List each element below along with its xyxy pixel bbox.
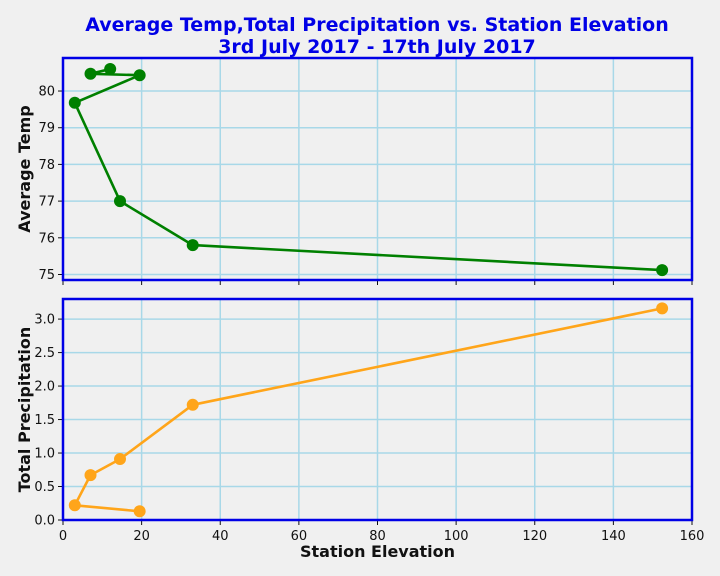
precipitation-data-point xyxy=(68,499,81,512)
temperature-data-point xyxy=(186,239,199,252)
precipitation-series-line xyxy=(73,307,663,513)
x-tick-label: 20 xyxy=(133,529,150,544)
y-tick-label: 1.0 xyxy=(34,447,55,462)
y-tick-label: 78 xyxy=(38,158,55,173)
y-tick-label: 2.5 xyxy=(34,346,55,361)
temperature-data-point xyxy=(114,195,127,208)
x-tick-label: 60 xyxy=(291,529,308,544)
y-tick-label: 79 xyxy=(38,121,55,136)
y-tick-label: 1.5 xyxy=(34,413,55,428)
axes-frame xyxy=(61,297,694,522)
y-tick-label: 76 xyxy=(38,231,55,246)
y-tick-label: 2.0 xyxy=(34,380,55,395)
x-tick-label: 160 xyxy=(680,529,705,544)
temperature-data-point xyxy=(84,67,97,80)
x-tick-label: 40 xyxy=(212,529,229,544)
x-tick-label: 0 xyxy=(59,529,67,544)
y-tick-label: 0.5 xyxy=(34,480,55,495)
temperature-data-point xyxy=(656,264,669,277)
x-tick-label: 140 xyxy=(601,529,626,544)
y-tick-label: 80 xyxy=(38,85,55,100)
x-tick-label: 120 xyxy=(522,529,547,544)
temperature-panel: 75 76 77 78 79 80 Average Temp xyxy=(15,56,694,285)
precipitation-data-point xyxy=(186,398,199,411)
precipitation-data-point xyxy=(114,453,127,466)
y-tick-label: 77 xyxy=(38,195,55,210)
precipitation-data-point xyxy=(133,505,146,518)
y-tick-label: 0.0 xyxy=(34,514,55,529)
chart-title-line-2: 3rd July 2017 - 17th July 2017 xyxy=(218,36,536,58)
y-axis-label: Total Precipitation xyxy=(15,327,34,493)
y-tick-label: 75 xyxy=(38,268,55,283)
y-tick-label: 3.0 xyxy=(34,313,55,328)
temperature-data-point xyxy=(68,96,81,109)
y-axis-label: Average Temp xyxy=(15,105,34,232)
precipitation-data-point xyxy=(656,302,669,315)
x-tick-label: 80 xyxy=(369,529,386,544)
x-tick-label: 100 xyxy=(444,529,469,544)
precipitation-panel: 0.0 0.5 1.0 1.5 2.0 2.5 3.0 0 20 40 60 80 100 120 140 1… xyxy=(15,297,705,561)
temperature-data-point xyxy=(133,69,146,82)
x-axis-label: Station Elevation xyxy=(300,542,455,561)
axes-frame xyxy=(61,56,694,282)
temperature-data-point xyxy=(104,63,117,76)
precipitation-data-point xyxy=(84,469,97,482)
chart-title-line-1: Average Temp,Total Precipitation vs. Sta… xyxy=(85,14,668,36)
